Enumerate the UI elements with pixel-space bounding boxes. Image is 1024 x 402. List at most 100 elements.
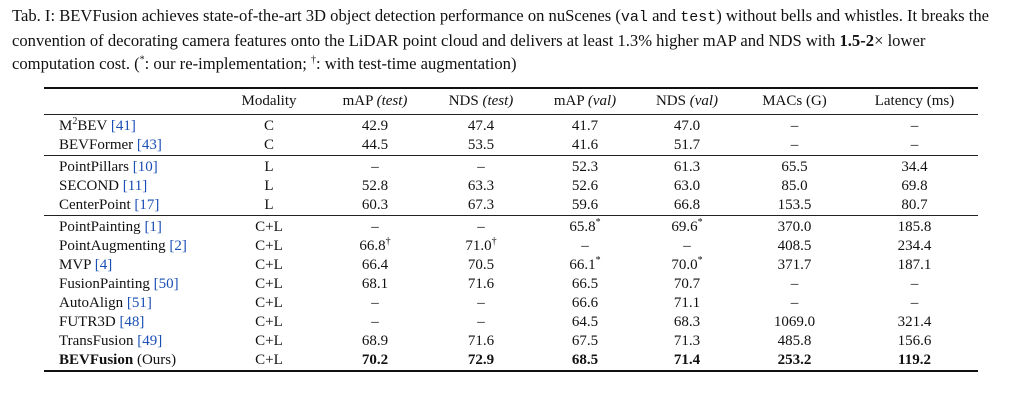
value: 52.8 (361, 178, 389, 194)
citation-link: [4] (94, 257, 113, 273)
map-val-cell: 68.5 (534, 351, 636, 372)
method-name: BEVFormer (59, 137, 134, 153)
map-test-cell: – (322, 155, 428, 177)
table-row: MVP [4] C+L 66.4 70.5 66.1* 70.0* 371.7 187.1 (44, 256, 978, 275)
value: 42.9 (361, 118, 389, 134)
nds-val-cell: 69.6* (636, 215, 738, 237)
table-row: FusionPainting [50] C+L 68.1 71.6 66.5 70.7 – – (44, 275, 978, 294)
table-row: BEVFusion (Ours) C+L 70.2 72.9 68.5 71.4 253.2… (44, 351, 978, 372)
value: – (477, 219, 485, 235)
map-test-cell: 70.2 (322, 351, 428, 372)
macs-cell: 253.2 (738, 351, 851, 372)
method-cell: CenterPoint [17] (44, 196, 216, 216)
method-superscript: 2 (72, 116, 78, 127)
value: 69.8 (901, 178, 928, 194)
nds-val-cell: 71.3 (636, 332, 738, 351)
method-cell: MVP [4] (44, 256, 216, 275)
table-row: TransFusion [49] C+L 68.9 71.6 67.5 71.3 485.8… (44, 332, 978, 351)
value: 66.8 (359, 238, 386, 254)
value: 59.6 (571, 197, 599, 213)
value: 41.6 (571, 137, 599, 153)
table-body: M2BEV [41] C 42.9 47.4 41.7 47.0– – BEVFormer [… (44, 115, 978, 372)
value: 66.6 (571, 295, 599, 311)
map-test-cell: 42.9 (322, 115, 428, 137)
value: 34.4 (901, 159, 928, 175)
modality-cell: C (216, 115, 322, 137)
value: 71.6 (467, 276, 495, 292)
modality-cell: C+L (216, 294, 322, 313)
table-row: PointAugmenting [2] C+L 66.8† 71.0† – –408.5 2… (44, 237, 978, 256)
value: 185.8 (897, 219, 932, 235)
nds-val-cell: 71.4 (636, 351, 738, 372)
macs-cell: – (738, 275, 851, 294)
citation-link: [51] (126, 295, 152, 311)
value-mark: † (491, 236, 497, 247)
latency-cell: 234.4 (851, 237, 978, 256)
method-name-rest: BEV (77, 118, 108, 134)
modality-cell: C+L (216, 313, 322, 332)
nds-test-cell: 63.3 (428, 177, 534, 196)
value: 47.4 (467, 118, 495, 134)
method-cell: TransFusion [49] (44, 332, 216, 351)
method-name: MVP (59, 257, 91, 273)
value: C+L (255, 333, 283, 349)
header-nds-test: NDS (test) (428, 87, 534, 115)
map-val-cell: 52.3 (534, 155, 636, 177)
nds-test-cell: 71.6 (428, 332, 534, 351)
value: 485.8 (777, 333, 812, 349)
latency-cell: 156.6 (851, 332, 978, 351)
value: – (910, 276, 919, 292)
value-mark: * (595, 217, 601, 228)
nds-test-cell: 72.9 (428, 351, 534, 372)
citation-link: [49] (137, 333, 163, 349)
value: 80.7 (901, 197, 928, 213)
map-test-cell: 44.5 (322, 136, 428, 156)
modality-cell: C+L (216, 275, 322, 294)
citation-link: [11] (122, 178, 148, 194)
header-modality: Modality (216, 87, 322, 115)
table-caption: Tab. I: BEVFusion achieves state-of-the-… (12, 6, 990, 73)
value: 234.4 (897, 238, 932, 254)
modality-cell: C+L (216, 332, 322, 351)
table-row: M2BEV [41] C 42.9 47.4 41.7 47.0 – – (44, 115, 978, 137)
latency-cell: – (851, 275, 978, 294)
value: 41.7 (571, 118, 599, 134)
value: – (683, 238, 691, 254)
macs-cell: 65.5 (738, 155, 851, 177)
value: C+L (255, 257, 283, 273)
header-macs: MACs (G) (738, 87, 851, 115)
value: 85.0 (781, 178, 808, 194)
method-name: FUTR3D (59, 314, 116, 330)
value: – (371, 314, 379, 330)
value: – (477, 314, 485, 330)
value: 253.2 (777, 352, 812, 368)
header-map-val: mAP (val) (534, 87, 636, 115)
value: 72.9 (467, 352, 495, 368)
value: 66.5 (571, 276, 599, 292)
value: L (264, 197, 274, 213)
map-test-cell: 68.1 (322, 275, 428, 294)
nds-val-cell: 63.0 (636, 177, 738, 196)
value-mark: † (385, 236, 391, 247)
latency-cell: – (851, 294, 978, 313)
macs-cell: 1069.0 (738, 313, 851, 332)
header-map-test: mAP (test) (322, 87, 428, 115)
map-val-cell: 66.5 (534, 275, 636, 294)
method-cell: M2BEV [41] (44, 115, 216, 137)
value: 68.1 (361, 276, 389, 292)
method-name: TransFusion (59, 333, 134, 349)
value: 71.4 (673, 352, 701, 368)
method-name: BEVFusion (59, 352, 134, 368)
map-test-cell: – (322, 215, 428, 237)
value-mark: * (697, 255, 703, 266)
nds-val-cell: 61.3 (636, 155, 738, 177)
value: 1069.0 (773, 314, 816, 330)
latency-cell: 185.8 (851, 215, 978, 237)
method-cell: FUTR3D [48] (44, 313, 216, 332)
value: 70.2 (361, 352, 389, 368)
nds-test-cell: 47.4 (428, 115, 534, 137)
latency-cell: 34.4 (851, 155, 978, 177)
method-cell: PointPainting [1] (44, 215, 216, 237)
macs-cell: – (738, 136, 851, 156)
value: 66.8 (673, 197, 701, 213)
